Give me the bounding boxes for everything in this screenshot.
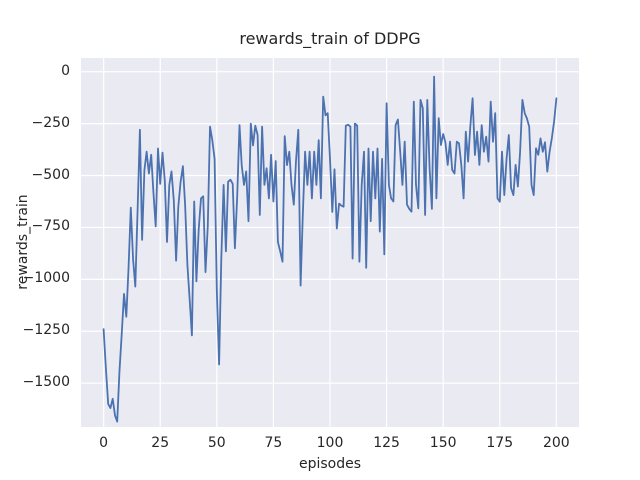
y-tick-label: −250 (31, 114, 70, 131)
y-tick-label: −1500 (22, 374, 70, 391)
series-line (102, 75, 558, 423)
x-tick-label: 175 (486, 435, 514, 451)
x-tick-label: 150 (429, 435, 457, 451)
x-tick-label: 75 (264, 435, 283, 451)
x-axis-label: episodes (298, 456, 362, 472)
y-tick-label: 0 (61, 62, 70, 79)
y-tick-label: −1000 (22, 270, 70, 287)
x-tick-label: 0 (99, 435, 109, 451)
y-tick-label: −750 (31, 218, 70, 235)
x-tick-label: 200 (542, 435, 570, 451)
x-tick-label: 25 (151, 435, 170, 451)
x-tick-label: 50 (207, 435, 226, 451)
x-tick-label: 125 (373, 435, 400, 451)
x-tick-label: 100 (316, 435, 344, 451)
y-tick-label: −1250 (22, 322, 70, 339)
y-tick-label: −500 (31, 166, 70, 183)
chart-title: rewards_train of DDPG (239, 29, 421, 48)
